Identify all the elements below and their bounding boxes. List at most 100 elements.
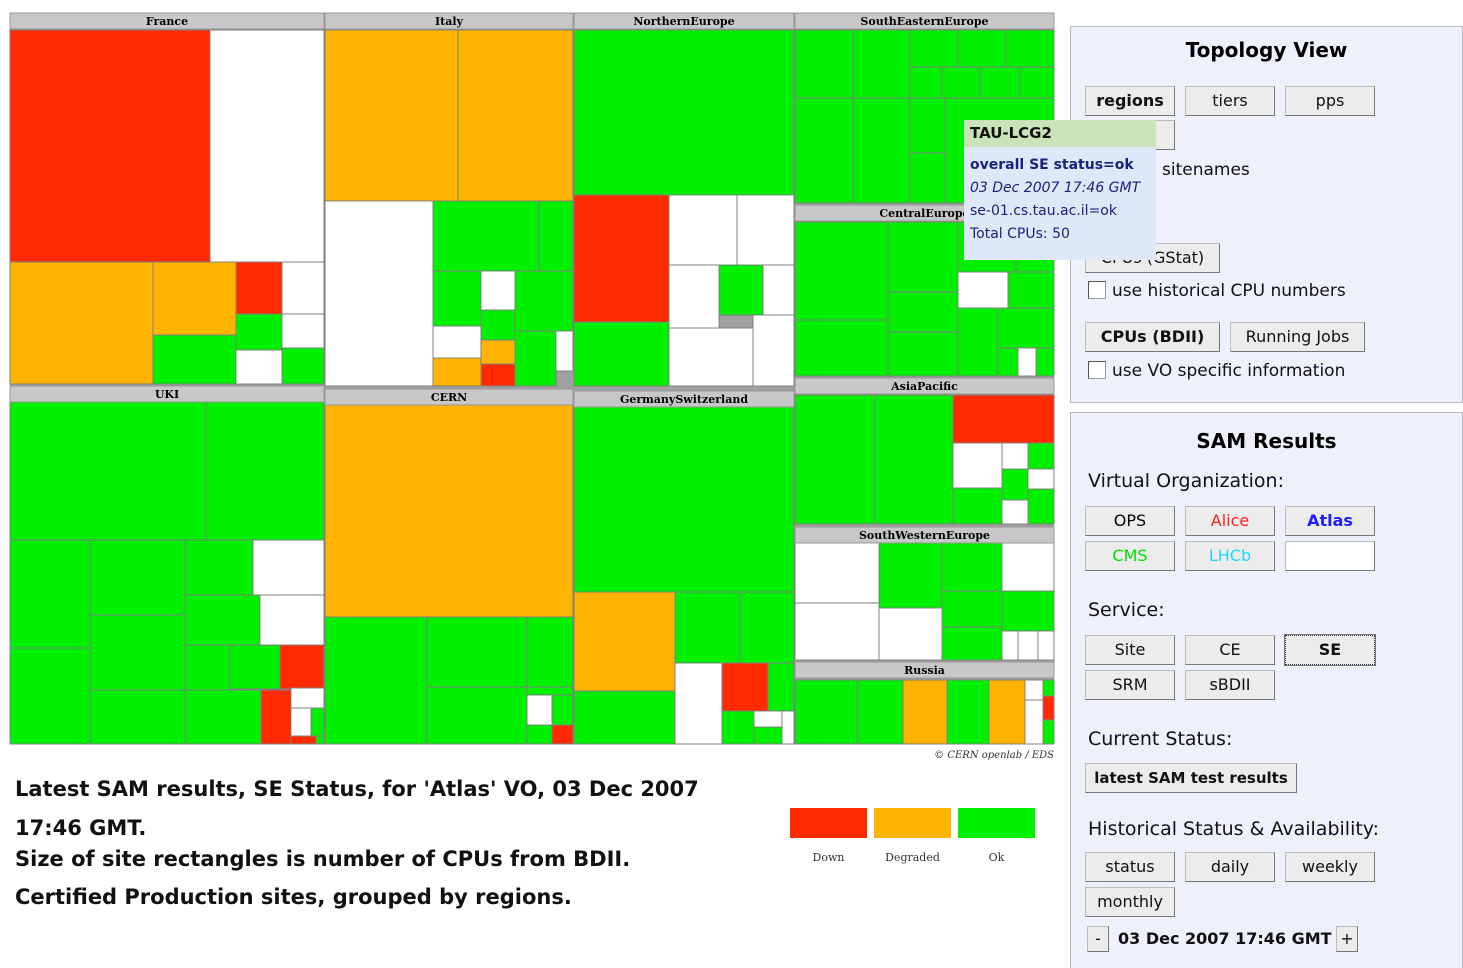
checkbox[interactable] — [1088, 361, 1106, 379]
site-cell — [235, 313, 283, 351]
site-cell — [432, 270, 482, 327]
site-cell — [1024, 699, 1044, 745]
site-cell — [752, 314, 795, 387]
site-cell — [988, 679, 1026, 745]
checkbox-label[interactable]: use historical CPU numbers — [1112, 281, 1346, 301]
site-cell — [259, 594, 325, 646]
button[interactable]: + — [1336, 926, 1358, 952]
site-cell — [979, 66, 1021, 99]
site-cell — [205, 401, 325, 541]
treemap: © CERN openlab / EDS France Italy Northern… — [9, 12, 1055, 761]
site-cell — [324, 616, 428, 745]
site-cell — [235, 261, 283, 315]
site-cell — [753, 726, 783, 745]
checkbox-label[interactable]: sitenames — [1162, 160, 1250, 180]
region-name: AsiaPacific — [890, 380, 958, 393]
site-cell — [781, 710, 795, 745]
site-cell — [324, 200, 434, 387]
button[interactable]: CE — [1185, 635, 1275, 665]
tooltip-text: 03 Dec 2007 17:46 GMT — [970, 180, 1141, 196]
site-cell — [762, 264, 795, 316]
site-cell — [887, 221, 959, 293]
site-cell — [152, 334, 237, 385]
site-cell — [209, 29, 325, 263]
site-cell — [9, 29, 211, 263]
date-label: 03 Dec 2007 17:46 GMT — [1118, 929, 1332, 948]
site-cell — [526, 694, 553, 726]
site-cell — [1042, 719, 1055, 745]
button[interactable]: daily — [1185, 852, 1275, 882]
panel-title: SAM Results — [1196, 429, 1337, 453]
site-cell — [526, 686, 574, 696]
site-cell — [997, 307, 1055, 349]
site-cell — [89, 614, 186, 691]
site-cell — [794, 97, 854, 204]
site-cell — [852, 29, 911, 99]
legend-label: Down — [812, 851, 845, 864]
site-cell — [721, 710, 755, 745]
region-name: CentralEurope — [879, 207, 969, 220]
button[interactable]: pps — [1285, 86, 1375, 116]
site-cell — [260, 689, 292, 745]
checkbox-label[interactable]: use VO specific information — [1112, 361, 1346, 381]
site-cell — [1017, 347, 1037, 377]
checkbox[interactable] — [1088, 281, 1106, 299]
site-cell — [89, 539, 186, 616]
button[interactable]: CMS — [1085, 541, 1175, 571]
site-cell — [1001, 542, 1055, 592]
region-name: CERN — [431, 391, 467, 404]
site-cell — [538, 200, 574, 272]
site-cell — [794, 542, 880, 604]
site-cell — [9, 539, 91, 649]
site-cell — [290, 687, 325, 709]
button[interactable]: status — [1085, 852, 1175, 882]
button[interactable]: Site — [1085, 635, 1175, 665]
site-cell — [432, 200, 540, 272]
tooltip-title: TAU-LCG2 — [964, 120, 1156, 147]
site-cell — [957, 307, 999, 377]
site-cell — [1024, 679, 1044, 701]
site-cell — [1001, 630, 1019, 661]
button[interactable]: monthly — [1085, 887, 1175, 917]
site-cell — [997, 347, 1019, 377]
region-header — [9, 385, 325, 403]
site-cell — [794, 679, 858, 745]
button[interactable]: tiers — [1185, 86, 1275, 116]
site-cell — [573, 194, 670, 323]
site-cell — [794, 29, 854, 99]
button[interactable]: regions — [1085, 86, 1175, 116]
site-cell — [1027, 488, 1055, 525]
site-cell — [878, 542, 943, 609]
site-cell — [281, 261, 325, 315]
caption-text: Latest SAM results, SE Status, for 'Atla… — [15, 777, 699, 840]
panel-title: Topology View — [1185, 38, 1348, 62]
region-header — [794, 377, 1055, 395]
button[interactable]: CPUs (BDII) — [1085, 322, 1220, 352]
button[interactable]: - — [1087, 926, 1109, 952]
site-cell — [1042, 679, 1055, 697]
button[interactable]: LHCb — [1185, 541, 1275, 571]
site-cell — [229, 644, 281, 690]
button[interactable]: Alice — [1185, 506, 1275, 536]
text-input[interactable] — [1285, 541, 1375, 571]
site-cell — [909, 97, 946, 154]
button[interactable]: SRM — [1085, 670, 1175, 700]
button[interactable]: latest SAM test results — [1085, 763, 1297, 793]
button[interactable]: Atlas — [1285, 506, 1375, 536]
site-cell — [878, 607, 943, 661]
site-cell — [290, 707, 312, 737]
button[interactable]: sBDII — [1185, 670, 1275, 700]
site-cell — [674, 591, 741, 664]
button[interactable]: weekly — [1285, 852, 1375, 882]
legend-label: Ok — [988, 851, 1005, 864]
button[interactable]: SE — [1284, 634, 1376, 666]
button[interactable]: OPS — [1085, 506, 1175, 536]
region-name: SouthEasternEurope — [860, 15, 988, 28]
site-cell — [1001, 499, 1029, 525]
site-cell — [909, 29, 959, 68]
site-cell — [310, 707, 325, 737]
site-cell — [432, 325, 482, 359]
button[interactable]: Running Jobs — [1230, 322, 1365, 352]
site-cell — [480, 270, 516, 311]
site-cell — [457, 29, 574, 202]
